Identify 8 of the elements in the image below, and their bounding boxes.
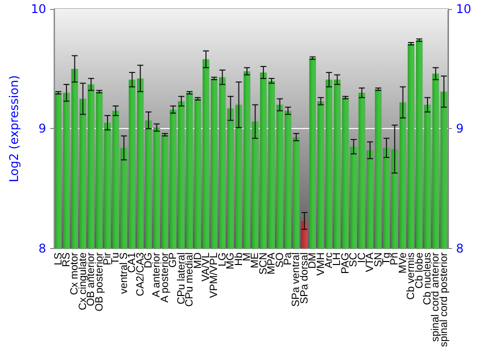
y2-tick-label: 9	[456, 122, 464, 136]
x-tick-label: Tg	[380, 252, 392, 265]
y2-tick-label: 8	[456, 241, 464, 256]
y-tick-label: 9	[38, 122, 46, 136]
y2-tick-label: 10	[456, 2, 472, 16]
y-axis-title: Log2 (expression)	[7, 75, 21, 182]
y-tick-label: 10	[30, 2, 46, 16]
y-tick-label: 8	[38, 241, 46, 256]
